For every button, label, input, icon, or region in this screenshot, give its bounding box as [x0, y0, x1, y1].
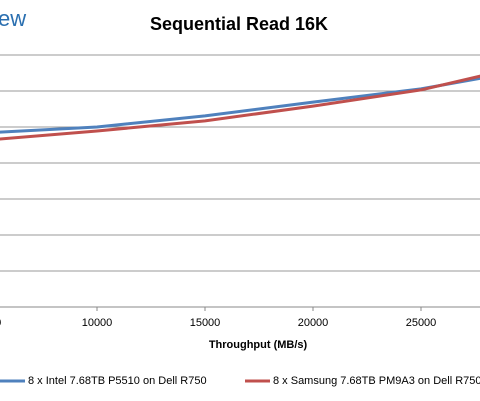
- x-tick-label: 20000: [298, 317, 329, 329]
- series-line: [0, 76, 480, 134]
- series-line: [0, 74, 480, 141]
- x-tick-label: 25000: [406, 317, 437, 329]
- legend-label: 8 x Intel 7.68TB P5510 on Dell R750: [28, 375, 207, 387]
- x-tick-label: 5000: [0, 317, 1, 329]
- legend-label: 8 x Samsung 7.68TB PM9A3 on Dell R750: [273, 375, 480, 387]
- logo-text: ew: [0, 6, 26, 31]
- chart-title: Sequential Read 16K: [150, 14, 328, 34]
- x-axis-title: Throughput (MB/s): [209, 339, 308, 351]
- x-tick-label: 10000: [82, 317, 113, 329]
- x-tick-label: 15000: [190, 317, 221, 329]
